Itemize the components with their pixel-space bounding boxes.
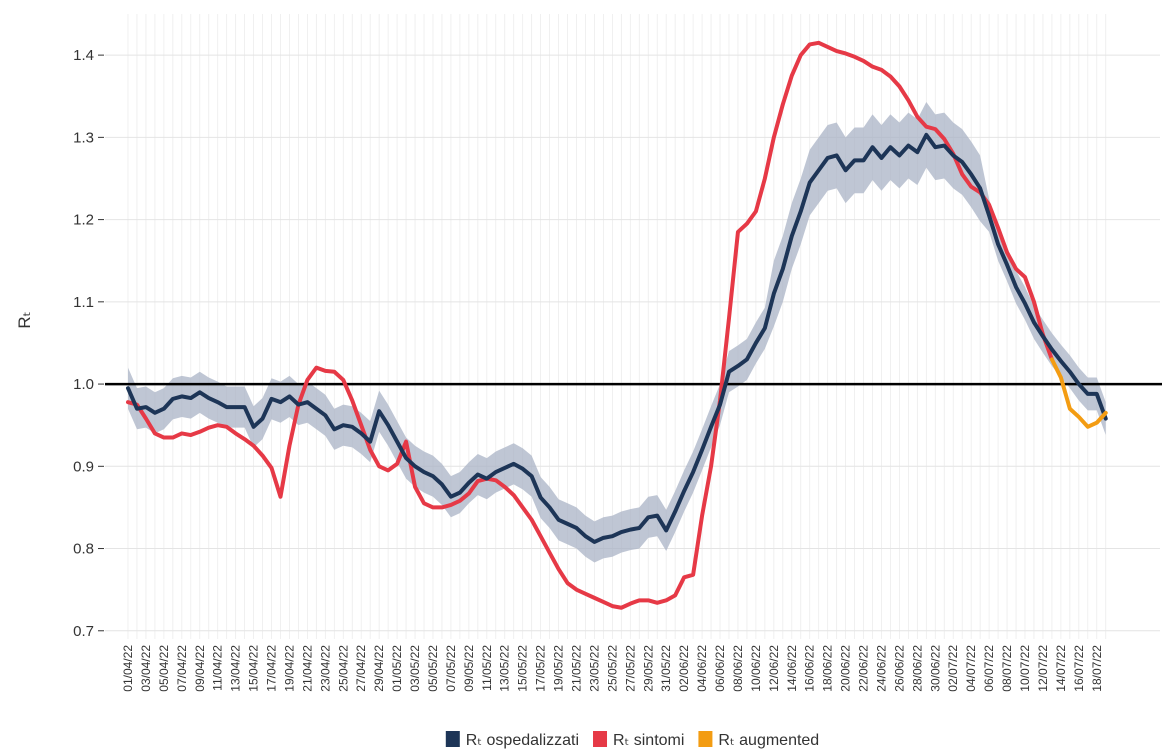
x-tick-label: 12/06/22 — [767, 645, 781, 692]
x-tick-label: 21/04/22 — [300, 645, 314, 692]
x-tick-label: 09/05/22 — [462, 645, 476, 692]
x-tick-label: 26/06/22 — [892, 645, 906, 692]
x-tick-label: 29/05/22 — [641, 645, 655, 692]
legend-label: Rₜ augmented — [718, 732, 819, 749]
y-tick-label: 1.4 — [73, 47, 94, 64]
legend-swatch — [445, 731, 460, 747]
x-tick-label: 27/05/22 — [623, 645, 637, 692]
x-tick-label: 24/06/22 — [874, 645, 888, 692]
y-axis-label: Rₜ — [15, 311, 34, 328]
series-line — [1049, 357, 1108, 429]
y-tick-label: 1.2 — [73, 212, 94, 229]
x-tick-label: 17/04/22 — [265, 645, 279, 692]
x-tick-label: 27/04/22 — [354, 645, 368, 692]
x-tick-label: 18/07/22 — [1090, 645, 1104, 692]
confidence-band — [128, 101, 1106, 563]
x-tick-label: 11/05/22 — [480, 645, 494, 691]
y-tick-label: 0.8 — [73, 541, 94, 558]
x-tick-label: 04/06/22 — [695, 645, 709, 692]
x-tick-label: 08/06/22 — [731, 645, 745, 692]
x-tick-label: 13/05/22 — [498, 645, 512, 692]
series-line — [126, 132, 1108, 544]
x-tick-label: 31/05/22 — [659, 645, 673, 692]
x-tick-label: 07/04/22 — [175, 645, 189, 692]
x-tick-label: 29/04/22 — [372, 645, 386, 692]
x-tick-label: 28/06/22 — [910, 645, 924, 692]
x-tick-label: 04/07/22 — [964, 645, 978, 692]
x-tick-label: 25/05/22 — [605, 645, 619, 692]
x-tick-label: 08/07/22 — [1000, 645, 1014, 692]
x-tick-label: 21/05/22 — [570, 645, 584, 692]
x-tick-label: 05/04/22 — [157, 645, 171, 692]
x-tick-label: 17/05/22 — [534, 645, 548, 692]
x-tick-label: 25/04/22 — [336, 645, 350, 692]
x-tick-label: 14/07/22 — [1054, 645, 1068, 692]
legend-label: Rₜ ospedalizzati — [466, 732, 579, 749]
y-tick-label: 0.9 — [73, 458, 94, 475]
x-tick-label: 09/04/22 — [193, 645, 207, 692]
y-tick-label: 0.7 — [73, 623, 94, 640]
legend: Rₜ ospedalizzati Rₜ sintomi Rₜ augmented — [445, 731, 819, 749]
x-tick-label: 12/07/22 — [1036, 645, 1050, 692]
y-tick-label: 1.1 — [73, 294, 94, 311]
x-tick-label: 23/04/22 — [318, 645, 332, 692]
x-tick-label: 02/06/22 — [677, 645, 691, 692]
x-tick-label: 06/06/22 — [713, 645, 727, 692]
x-tick-label: 01/05/22 — [390, 645, 404, 692]
x-tick-label: 23/05/22 — [587, 645, 601, 692]
x-tick-label: 22/06/22 — [857, 645, 871, 692]
x-tick-label: 10/07/22 — [1018, 645, 1032, 692]
series-line — [126, 40, 1054, 610]
x-tick-label: 06/07/22 — [982, 645, 996, 692]
x-tick-label: 02/07/22 — [946, 645, 960, 692]
legend-swatch — [698, 731, 713, 747]
x-tick-label: 15/04/22 — [247, 645, 261, 692]
x-tick-label: 03/05/22 — [408, 645, 422, 692]
x-tick-label: 03/04/22 — [139, 645, 153, 692]
x-tick-label: 15/05/22 — [516, 645, 530, 692]
x-tick-label: 16/06/22 — [803, 645, 817, 692]
x-tick-label: 11/04/22 — [211, 645, 225, 691]
x-tick-label: 16/07/22 — [1072, 645, 1086, 692]
x-tick-label: 18/06/22 — [821, 645, 835, 692]
x-tick-label: 13/04/22 — [229, 645, 243, 692]
x-tick-label: 10/06/22 — [749, 645, 763, 692]
x-tick-label: 19/04/22 — [282, 645, 296, 692]
legend-label: Rₜ sintomi — [613, 732, 684, 749]
x-tick-label: 30/06/22 — [928, 645, 942, 692]
x-tick-label: 14/06/22 — [785, 645, 799, 692]
x-tick-label: 19/05/22 — [552, 645, 566, 692]
x-tick-label: 01/04/22 — [121, 645, 135, 692]
x-tick-label: 05/05/22 — [426, 645, 440, 692]
y-tick-label: 1.3 — [73, 129, 94, 146]
legend-swatch — [593, 731, 608, 747]
x-tick-label: 07/05/22 — [444, 645, 458, 692]
y-tick-label: 1.0 — [73, 376, 94, 393]
x-tick-label: 20/06/22 — [839, 645, 853, 692]
